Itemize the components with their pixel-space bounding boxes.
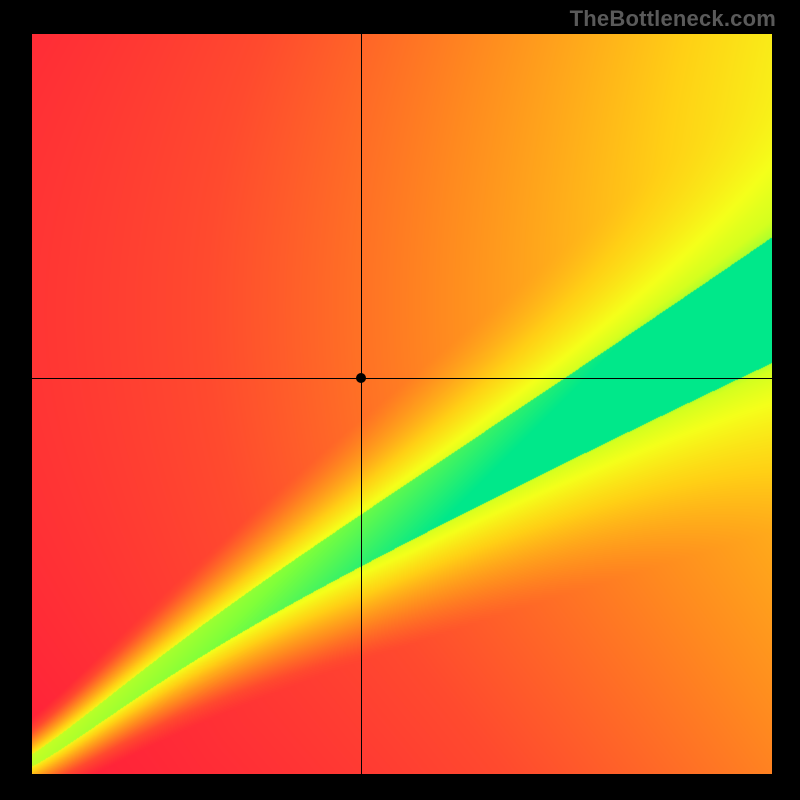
figure-root: TheBottleneck.com xyxy=(0,0,800,800)
crosshair-vertical xyxy=(361,34,362,774)
heatmap-plot-area xyxy=(32,34,772,774)
watermark-text: TheBottleneck.com xyxy=(570,6,776,32)
crosshair-horizontal xyxy=(32,378,772,379)
heatmap-canvas xyxy=(32,34,772,774)
